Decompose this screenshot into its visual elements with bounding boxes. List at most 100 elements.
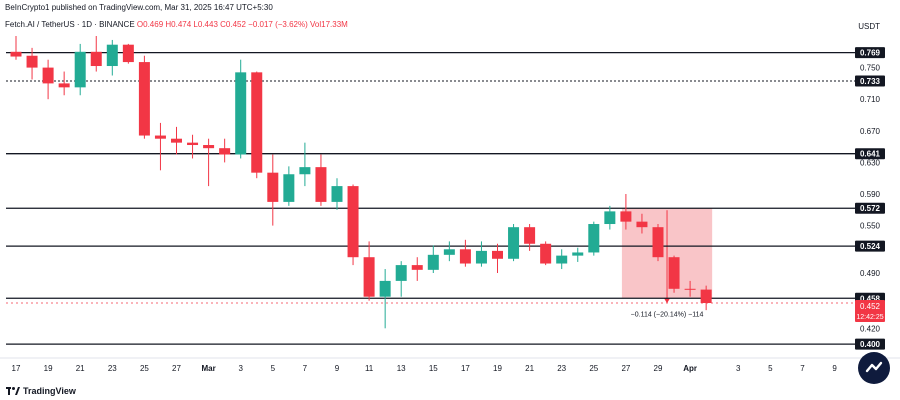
candle[interactable] <box>299 142 311 187</box>
volume-value: Vol17.33M <box>310 20 348 29</box>
candle-body <box>74 51 86 88</box>
time-tick-label: 17 <box>12 364 21 373</box>
candle[interactable] <box>187 134 199 159</box>
candle[interactable] <box>106 39 118 76</box>
candle[interactable] <box>540 241 552 266</box>
level-label-box <box>855 338 885 350</box>
candle[interactable] <box>90 36 102 72</box>
level-label-box <box>855 47 885 59</box>
tradingview-logo[interactable]: TradingView <box>6 386 76 396</box>
candle[interactable] <box>508 224 520 262</box>
time-tick-label: 5 <box>271 364 276 373</box>
candle-body <box>636 221 648 228</box>
candle[interactable] <box>684 280 696 297</box>
candle[interactable] <box>235 59 247 159</box>
candle[interactable] <box>315 154 327 206</box>
candle[interactable] <box>74 43 86 96</box>
open-value: O0.469 <box>136 20 164 29</box>
time-tick-label: Apr <box>683 364 697 373</box>
candle[interactable] <box>604 205 616 230</box>
candle-body <box>524 227 536 244</box>
candle[interactable] <box>26 47 38 80</box>
candle[interactable] <box>411 257 423 281</box>
candle[interactable] <box>492 243 503 273</box>
candle-body <box>58 83 70 88</box>
candle[interactable] <box>524 224 536 251</box>
time-tick-label: 9 <box>832 364 837 373</box>
candle[interactable] <box>395 261 407 297</box>
level-label: 0.400 <box>860 340 881 349</box>
current-price-tag <box>855 300 885 323</box>
candle[interactable] <box>636 213 648 234</box>
level-label: 0.641 <box>860 150 881 159</box>
currency-label[interactable]: USDT <box>858 22 880 31</box>
candle[interactable] <box>138 55 150 139</box>
time-tick-label: 29 <box>654 364 663 373</box>
price-tick-label: 0.630 <box>860 158 881 167</box>
candle[interactable] <box>267 154 279 226</box>
current-price-label: 0.452 <box>860 302 881 311</box>
level-label: 0.524 <box>860 242 881 251</box>
candle-body <box>154 135 166 139</box>
candle[interactable] <box>122 43 134 64</box>
level-label: 0.572 <box>860 204 881 213</box>
candle[interactable] <box>668 255 680 293</box>
price-tick-label: 0.590 <box>860 190 881 199</box>
candle[interactable] <box>251 71 263 179</box>
time-tick-label: 19 <box>44 364 53 373</box>
publish-line: BeInCrypto1 published on TradingView.com… <box>5 3 273 12</box>
time-tick-label: 5 <box>768 364 773 373</box>
candle[interactable] <box>620 194 632 230</box>
candle[interactable] <box>171 126 182 155</box>
candle[interactable] <box>379 269 391 329</box>
candle[interactable] <box>283 166 295 206</box>
candle-body <box>604 211 616 225</box>
level-label-box <box>855 75 885 87</box>
time-tick-label: 19 <box>493 364 502 373</box>
candle[interactable] <box>556 249 568 270</box>
candle-body <box>411 265 423 270</box>
candle[interactable] <box>219 138 231 163</box>
candle[interactable] <box>652 224 664 262</box>
candle-body <box>700 289 712 304</box>
price-tick-label: 0.750 <box>860 64 881 73</box>
candle[interactable] <box>347 184 359 266</box>
measure-arrow-head <box>664 298 671 304</box>
candle[interactable] <box>58 71 70 96</box>
candle[interactable] <box>427 245 439 273</box>
candle-body <box>540 243 552 264</box>
price-tick-label: 0.490 <box>860 269 881 278</box>
candle-body <box>556 255 568 264</box>
time-tick-label: 27 <box>172 364 181 373</box>
symbol-name[interactable]: Fetch.AI / TetherUS · 1D · BINANCE <box>5 20 135 29</box>
candle[interactable] <box>700 285 712 311</box>
candle[interactable] <box>363 241 375 301</box>
tradingview-brand: TradingView <box>23 386 76 396</box>
symbol-legend: Fetch.AI / TetherUS · 1D · BINANCE O0.46… <box>5 20 348 29</box>
candle[interactable] <box>572 247 584 262</box>
candle[interactable] <box>459 239 471 267</box>
candle[interactable] <box>331 178 343 210</box>
candle-body <box>572 252 584 256</box>
candle[interactable] <box>154 122 166 171</box>
candle[interactable] <box>10 36 22 60</box>
time-tick-label: 13 <box>397 364 406 373</box>
price-tick-label: 0.550 <box>860 222 881 231</box>
candle-body <box>106 44 118 67</box>
time-tick-label: 15 <box>429 364 438 373</box>
candle-body <box>42 67 54 84</box>
candle[interactable] <box>588 221 600 256</box>
candle[interactable] <box>203 138 215 187</box>
level-label: 0.733 <box>860 77 881 86</box>
candle[interactable] <box>443 241 455 262</box>
candle[interactable] <box>475 241 487 267</box>
candle-body <box>10 51 22 57</box>
level-label-box <box>855 148 885 160</box>
change-value: −0.017 (−3.62%) <box>248 20 308 29</box>
time-tick-label: 25 <box>589 364 598 373</box>
candle-body <box>122 44 134 63</box>
time-tick-label: 23 <box>557 364 566 373</box>
candle[interactable] <box>42 59 54 100</box>
candle-body <box>668 257 680 289</box>
